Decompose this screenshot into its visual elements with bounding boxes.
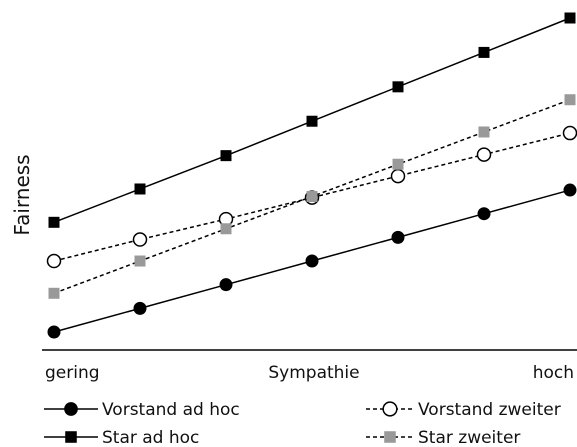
legend: Vorstand ad hoc Star ad hoc Vorstand zweit… xyxy=(44,400,561,447)
series-1-point-7 xyxy=(563,183,577,197)
series-4-point-4 xyxy=(306,191,318,203)
legend-item-4: Star zweiter xyxy=(366,428,520,447)
series-1-point-3 xyxy=(219,278,233,292)
series-2-point-4 xyxy=(306,115,318,127)
legend-label: Vorstand ad hoc xyxy=(102,400,240,420)
series-3-point-5 xyxy=(390,168,406,184)
series-3-point-2 xyxy=(132,232,148,247)
plot-markers xyxy=(46,12,577,339)
legend-label: Vorstand zweiter xyxy=(418,400,561,420)
series-4-point-1 xyxy=(48,287,60,299)
legend-label: Star ad hoc xyxy=(102,428,199,447)
legend-marker xyxy=(382,401,398,417)
series-2-point-2 xyxy=(134,183,146,195)
series-3-point-1 xyxy=(46,253,62,269)
legend-marker xyxy=(384,431,396,443)
x-axis-label: Sympathie xyxy=(268,363,359,383)
x-tick-label-left: gering xyxy=(45,363,100,383)
series-4-point-7 xyxy=(564,94,576,106)
legend-marker xyxy=(64,402,78,416)
series-2-point-7 xyxy=(564,12,576,24)
series-1-point-4 xyxy=(305,254,319,268)
series-4-point-3 xyxy=(220,223,232,235)
y-axis-label: Fairness xyxy=(10,154,34,235)
plot-lines xyxy=(53,17,571,333)
legend-item-2: Star ad hoc xyxy=(44,428,199,447)
series-2-point-6 xyxy=(478,46,490,58)
series-3-point-7 xyxy=(562,125,577,141)
series-2-point-3 xyxy=(220,150,232,162)
series-4-point-6 xyxy=(478,126,490,138)
legend-marker xyxy=(65,431,77,443)
series-1-point-2 xyxy=(133,301,147,315)
legend-item-1: Vorstand ad hoc xyxy=(44,400,240,420)
series-4-point-2 xyxy=(134,255,146,267)
legend-label: Star zweiter xyxy=(418,428,520,447)
series-4-point-5 xyxy=(392,158,404,170)
legend-item-3: Vorstand zweiter xyxy=(366,400,561,420)
series-2-point-5 xyxy=(392,81,404,93)
x-tick-label-right: hoch xyxy=(533,363,574,383)
series-2-point-1 xyxy=(48,216,60,228)
series-1-point-6 xyxy=(477,207,491,221)
series-1-point-1 xyxy=(47,325,61,339)
series-1-point-5 xyxy=(391,230,405,244)
series-3-point-6 xyxy=(476,147,492,162)
